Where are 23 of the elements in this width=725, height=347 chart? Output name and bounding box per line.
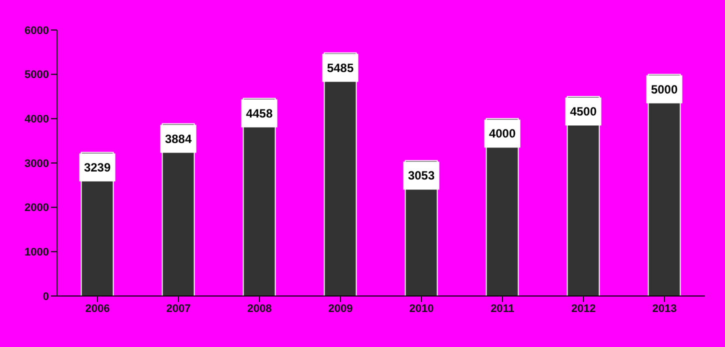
x-tick-label: 2012: [571, 302, 596, 315]
data-label: 4458: [246, 106, 273, 120]
data-label: 3884: [164, 132, 192, 146]
x-tick-label: 2007: [166, 302, 191, 315]
x-tick-label: 2013: [652, 302, 677, 315]
data-label: 4500: [570, 104, 597, 118]
y-tick-label: 6000: [24, 24, 49, 37]
x-tick-label: 2009: [328, 302, 353, 315]
y-tick-label: 2000: [24, 202, 49, 214]
data-label: 3239: [84, 160, 111, 174]
x-tick-label: 2011: [490, 302, 514, 315]
y-tick-label: 5000: [24, 69, 49, 82]
y-tick-label: 1000: [24, 246, 49, 259]
data-label: 5000: [650, 82, 678, 96]
data-label: 3053: [408, 168, 435, 183]
data-label: 5485: [326, 60, 354, 75]
y-tick-label: 0: [42, 290, 49, 303]
x-tick-label: 2008: [247, 302, 272, 315]
y-tick-label: 3000: [24, 158, 49, 170]
x-tick-label: 2010: [409, 302, 434, 315]
y-tick-label: 4000: [24, 114, 49, 126]
x-tick-label: 2006: [85, 302, 110, 315]
data-label: 4000: [488, 126, 516, 141]
